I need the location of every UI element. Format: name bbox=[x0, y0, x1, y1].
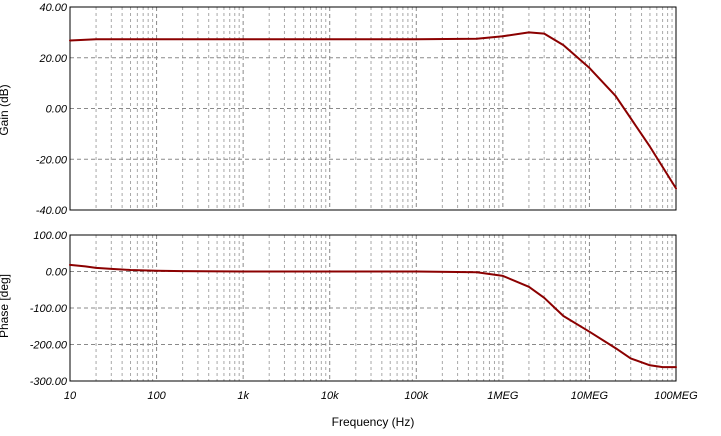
y-tick-label: 0.00 bbox=[46, 267, 68, 279]
x-axis-label: Frequency (Hz) bbox=[332, 415, 415, 429]
y-tick-label: 0.00 bbox=[46, 104, 68, 116]
y-tick-label: -40.00 bbox=[36, 205, 68, 217]
series-line bbox=[69, 263, 677, 369]
x-tick-label: 10k bbox=[321, 390, 339, 402]
y-tick-label: -300.00 bbox=[30, 376, 68, 388]
series-line bbox=[69, 31, 677, 190]
gain-axis-label: Gain (dB) bbox=[0, 84, 11, 135]
y-tick-label: -100.00 bbox=[30, 303, 68, 315]
x-tick-label: 10MEG bbox=[571, 390, 609, 402]
x-tick-label: 1k bbox=[237, 390, 249, 402]
gain-panel: 40.00 20.00 0.00 -20.00 -40.00 bbox=[36, 2, 677, 217]
y-tick-label: 100.00 bbox=[33, 230, 68, 242]
y-tick-label: -20.00 bbox=[36, 154, 68, 166]
phase-panel: 100.00 0.00 -100.00 -200.00 -300.00 10 100 1k 10… bbox=[30, 230, 698, 402]
y-tick-label: 20.00 bbox=[38, 53, 67, 65]
x-tick-label: 100 bbox=[147, 390, 166, 402]
plot-frame bbox=[69, 234, 677, 382]
phase-axis-label: Phase [deg] bbox=[0, 274, 11, 338]
y-tick-label: -200.00 bbox=[30, 340, 68, 352]
plot-frame bbox=[69, 6, 677, 211]
y-tick-label: 40.00 bbox=[39, 2, 67, 14]
x-tick-label: 100MEG bbox=[654, 390, 698, 402]
x-tick-label: 100k bbox=[404, 390, 428, 402]
x-tick-label: 10 bbox=[64, 390, 77, 402]
x-tick-label: 1MEG bbox=[487, 390, 519, 402]
